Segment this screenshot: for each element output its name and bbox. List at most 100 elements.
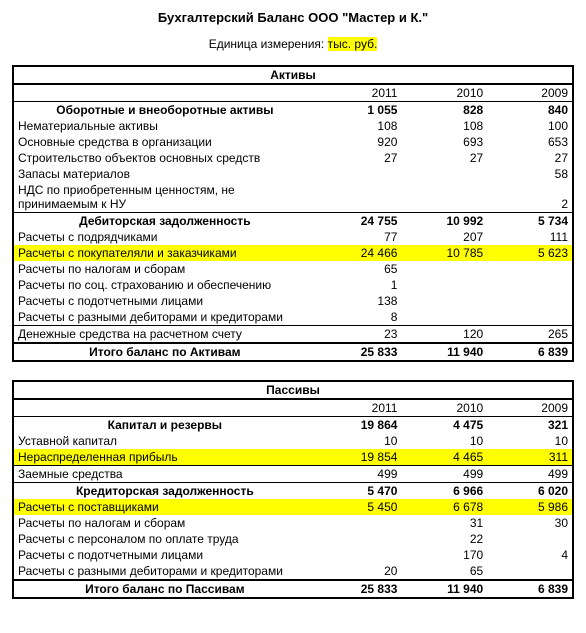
row-val: 111: [487, 229, 573, 245]
year-col: 2010: [401, 84, 487, 102]
group-val: 4 475: [401, 417, 487, 434]
row-label: Расчеты с разными дебиторами и кредитора…: [13, 309, 316, 326]
liabilities-table: Пассивы 2011 2010 2009 Капитал и резервы…: [12, 380, 574, 599]
row-label: Расчеты по соц. страхованию и обеспечени…: [13, 277, 316, 293]
row-val: 10: [487, 433, 573, 449]
row-label: Расчеты с персоналом по оплате труда: [13, 531, 316, 547]
row-label: Расчеты с подотчетными лицами: [13, 547, 316, 563]
row-label: Заемные средства: [13, 466, 316, 483]
row-val: 499: [316, 466, 402, 483]
unit-line: Единица измерения: тыс. руб.: [12, 37, 574, 51]
row-val: [401, 277, 487, 293]
row-val: 58: [487, 166, 573, 182]
row-label: Расчеты с покупателяли и заказчиками: [13, 245, 316, 261]
row-val: 8: [316, 309, 402, 326]
row-val: [401, 293, 487, 309]
unit-value: тыс. руб.: [328, 37, 378, 51]
group-val: 10 992: [401, 213, 487, 230]
row-val: 4: [487, 547, 573, 563]
group-val: 828: [401, 102, 487, 119]
row-val: [316, 166, 402, 182]
row-val: [401, 166, 487, 182]
row-val: [487, 277, 573, 293]
row-val: [316, 547, 402, 563]
row-label: Расчеты по налогам и сборам: [13, 261, 316, 277]
row-val: 22: [401, 531, 487, 547]
row-val: 19 854: [316, 449, 402, 466]
row-val: 5 623: [487, 245, 573, 261]
row-val: 693: [401, 134, 487, 150]
row-val: 108: [401, 118, 487, 134]
row-val: 920: [316, 134, 402, 150]
row-label: НДС по приобретенным ценностям, не прини…: [13, 182, 316, 213]
total-val: 25 833: [316, 580, 402, 598]
row-val: 499: [401, 466, 487, 483]
group-val: 5 734: [487, 213, 573, 230]
row-val: 100: [487, 118, 573, 134]
group-label: Капитал и резервы: [13, 417, 316, 434]
group-label: Дебиторская задолженность: [13, 213, 316, 230]
year-col: 2011: [316, 399, 402, 417]
empty-cell: [13, 399, 316, 417]
row-val: [401, 309, 487, 326]
row-val: [487, 563, 573, 580]
row-label: Расчеты с поставщиками: [13, 499, 316, 515]
row-val: [316, 515, 402, 531]
total-val: 25 833: [316, 343, 402, 361]
year-col: 2009: [487, 84, 573, 102]
row-val: 499: [487, 466, 573, 483]
row-label: Основные средства в организации: [13, 134, 316, 150]
year-col: 2009: [487, 399, 573, 417]
total-val: 6 839: [487, 580, 573, 598]
row-val: 108: [316, 118, 402, 134]
row-val: 6 678: [401, 499, 487, 515]
row-val: [487, 261, 573, 277]
group-label: Оборотные и внеоборотные активы: [13, 102, 316, 119]
row-val: 1: [316, 277, 402, 293]
total-val: 11 940: [401, 580, 487, 598]
row-val: 27: [401, 150, 487, 166]
row-val: 23: [316, 326, 402, 344]
row-label: Нераспределенная прибыль: [13, 449, 316, 466]
row-val: 4 465: [401, 449, 487, 466]
row-val: [316, 531, 402, 547]
assets-header: Активы: [13, 66, 573, 84]
row-val: 31: [401, 515, 487, 531]
row-val: 10: [401, 433, 487, 449]
row-label: Расчеты с разными дебиторами и кредитора…: [13, 563, 316, 580]
group-val: 1 055: [316, 102, 402, 119]
row-val: [487, 293, 573, 309]
row-val: 65: [316, 261, 402, 277]
row-val: 20: [316, 563, 402, 580]
row-val: 311: [487, 449, 573, 466]
liab-header: Пассивы: [13, 381, 573, 399]
group-val: 5 470: [316, 483, 402, 500]
empty-cell: [13, 84, 316, 102]
group-label: Кредиторская задолженность: [13, 483, 316, 500]
group-val: 24 755: [316, 213, 402, 230]
row-val: 265: [487, 326, 573, 344]
row-val: 138: [316, 293, 402, 309]
row-val: 77: [316, 229, 402, 245]
unit-prefix: Единица измерения:: [209, 37, 328, 51]
row-val: 30: [487, 515, 573, 531]
row-label: Строительство объектов основных средств: [13, 150, 316, 166]
row-val: 27: [316, 150, 402, 166]
group-val: 6 020: [487, 483, 573, 500]
total-val: 6 839: [487, 343, 573, 361]
page-title: Бухгалтерский Баланс ООО "Мастер и К.": [12, 10, 574, 25]
row-label: Расчеты по налогам и сборам: [13, 515, 316, 531]
row-val: 10 785: [401, 245, 487, 261]
row-val: 24 466: [316, 245, 402, 261]
row-label: Расчеты с подотчетными лицами: [13, 293, 316, 309]
group-val: 19 864: [316, 417, 402, 434]
total-label: Итого баланс по Пассивам: [13, 580, 316, 598]
row-val: 120: [401, 326, 487, 344]
row-val: 5 986: [487, 499, 573, 515]
row-val: 5 450: [316, 499, 402, 515]
group-val: 6 966: [401, 483, 487, 500]
group-val: 840: [487, 102, 573, 119]
row-label: Денежные средства на расчетном счету: [13, 326, 316, 344]
row-label: Расчеты с подрядчиками: [13, 229, 316, 245]
row-label: Запасы материалов: [13, 166, 316, 182]
